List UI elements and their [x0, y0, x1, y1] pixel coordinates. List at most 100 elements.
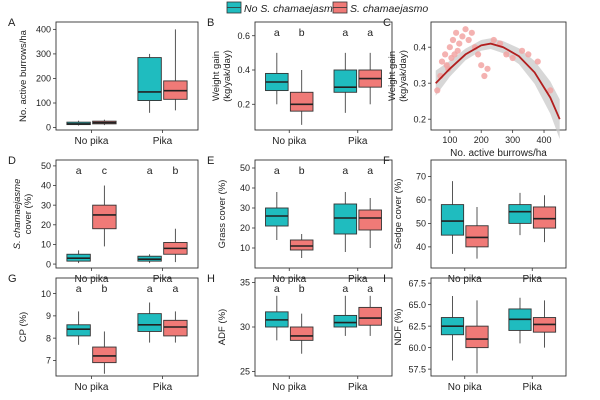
significance-letter: b: [172, 165, 178, 177]
x-tick-label: Pika: [523, 382, 543, 393]
x-tick-label: No pika: [272, 274, 306, 285]
y-tick-label: 30: [41, 200, 51, 210]
panel-a: A 0 100 200 300 400 No. active burrows/ha No pi…: [8, 17, 199, 147]
scatter-point: [490, 36, 497, 44]
box-no-sc-pika: [137, 254, 162, 264]
panel-label: I: [383, 273, 386, 285]
box-body: [137, 313, 162, 332]
box-sc-pika: [358, 295, 382, 336]
y-tick-label: 25: [240, 367, 250, 377]
plot-frame: [254, 21, 393, 131]
box-body: [289, 326, 314, 341]
x-axis-label: No. active burrows/ha: [450, 148, 547, 159]
y-axis-label: ADF (%): [217, 309, 228, 345]
scatter-point: [456, 40, 463, 47]
box-no-sc-pika: [333, 295, 358, 336]
significance-letter: a: [147, 165, 153, 177]
box-no-sc-no-pika: [265, 295, 289, 341]
scatter-point: [509, 54, 516, 62]
y-tick-label: 0: [46, 123, 51, 133]
box-body: [92, 346, 117, 364]
box-body: [137, 57, 162, 101]
x-tick-label: No pika: [448, 274, 482, 285]
significance-letter: b: [101, 283, 107, 295]
x-tick-label: No pika: [272, 136, 306, 147]
box-sc-pika: [163, 311, 188, 343]
scatter-point: [434, 87, 441, 94]
significance-letter: b: [299, 27, 305, 39]
y-axis-label: S. chamaejasmecover (%): [12, 179, 34, 250]
significance-letter: a: [367, 283, 373, 295]
x-tick-label: 300: [505, 135, 520, 145]
scatter-point: [484, 65, 491, 72]
significance-letter: b: [299, 283, 305, 295]
panel-label: E: [207, 155, 214, 167]
y-tick-label: 50: [41, 161, 51, 171]
y-tick-label: 60: [416, 195, 426, 205]
significance-letter: a: [342, 283, 348, 295]
box-body: [333, 314, 358, 328]
y-tick-label: 40: [41, 181, 51, 191]
box-body: [358, 306, 382, 326]
x-tick-label: No pika: [75, 136, 109, 147]
y-tick-label: 30: [240, 203, 250, 213]
panel-label: D: [8, 155, 16, 167]
box-sc-pika: [532, 195, 557, 243]
box-sc-no-pika: [289, 70, 314, 125]
box-body: [465, 325, 489, 349]
x-tick-label: Pika: [348, 274, 368, 285]
panel-label: F: [383, 155, 390, 167]
scatter-point: [478, 62, 485, 69]
y-tick-label: 100: [36, 98, 51, 108]
panel-d: D 0 10 20 30 40 50 S. chamaejasmecover (%) No pi…: [8, 155, 199, 285]
significance-letter: a: [274, 165, 280, 177]
box-no-sc-pika: [333, 52, 358, 113]
scatter-point: [459, 33, 466, 40]
y-tick-label: 0.4: [237, 65, 250, 75]
y-tick-label: 30: [240, 322, 250, 332]
y-tick-label: 20: [41, 220, 51, 230]
y-tick-label: 20: [240, 223, 250, 233]
significance-letter: a: [367, 165, 373, 177]
y-axis-label: Sedge cover (%): [393, 179, 404, 250]
y-tick-label: 40: [240, 183, 250, 193]
scatter-point: [442, 51, 449, 58]
plot-frame: [55, 159, 199, 269]
y-tick-label: 10: [41, 240, 51, 250]
scatter-point: [453, 29, 460, 36]
y-tick-label: 60.0: [408, 343, 426, 353]
panel-f: F 40 50 60 70 Sedge cover (%) No pika Pika: [383, 155, 567, 285]
scatter-point: [468, 29, 475, 36]
panel-c: C 0.2 0.3 0.4 Weight gain(kg/yak/day) 100 200 3…: [383, 17, 567, 159]
legend-label-no-sc: No S. chamaejasmo: [244, 3, 339, 15]
plot-frame: [55, 277, 199, 377]
x-tick-label: Pika: [153, 382, 173, 393]
y-tick-label: 7: [46, 356, 51, 366]
confidence-band: [435, 38, 560, 140]
box-sc-pika: [163, 228, 188, 263]
box-sc-no-pika: [289, 234, 314, 258]
y-axis-label: Weight gain(kg/yak/day): [387, 50, 409, 102]
y-tick-label: 8: [46, 333, 51, 343]
panel-i: I 57.5 60.0 62.5 65.0 67.5 NDF (%) No pika Pika: [383, 273, 567, 393]
panel-label: B: [207, 17, 214, 29]
panel-b: B 0.2 0.4 0.6 Weight gain(kg/yak/day) No pika…: [207, 17, 393, 147]
panel-label: H: [207, 273, 215, 285]
box-sc-no-pika: [465, 300, 489, 374]
x-tick-label: Pika: [523, 274, 543, 285]
box-no-sc-no-pika: [440, 296, 465, 361]
y-tick-label: 10: [41, 289, 51, 299]
box-no-sc-pika: [333, 192, 358, 252]
scatter-point: [525, 51, 532, 58]
scatter-point: [462, 26, 469, 33]
x-tick-label: No pika: [75, 382, 109, 393]
significance-letter: a: [342, 27, 348, 39]
x-tick-label: No pika: [448, 382, 482, 393]
box-body: [465, 225, 489, 248]
x-tick-label: No pika: [272, 382, 306, 393]
x-tick-label: 100: [442, 135, 457, 145]
box-sc-no-pika: [92, 119, 117, 126]
box-no-sc-no-pika: [265, 52, 289, 105]
scatter-point: [454, 47, 461, 54]
